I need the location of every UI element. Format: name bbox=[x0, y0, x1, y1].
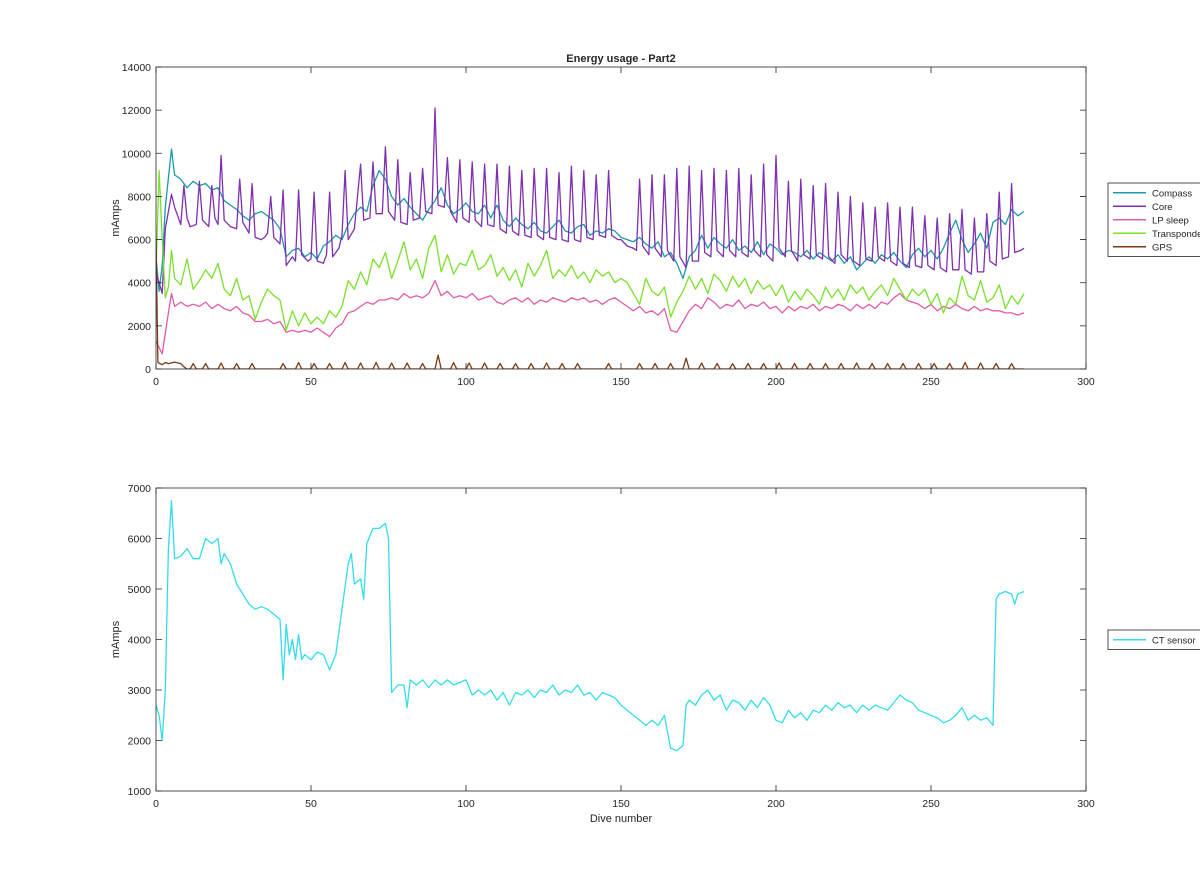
legend-label: GPS bbox=[1152, 242, 1172, 253]
series-line-ct-sensor bbox=[156, 499, 1025, 752]
legend-label: Transponder bbox=[1152, 229, 1200, 240]
y-tick-label: 14000 bbox=[122, 62, 151, 74]
legend: Compass Core LP sleep Transponder GPS bbox=[1107, 182, 1200, 257]
legend-label: LP sleep bbox=[1152, 215, 1189, 226]
y-tick-label: 2000 bbox=[128, 321, 152, 333]
axes-box bbox=[155, 487, 1087, 792]
chart-title: Energy usage - Part2 bbox=[566, 53, 675, 65]
series-line-lp-sleep bbox=[156, 279, 1025, 355]
x-tick-label: 300 bbox=[1077, 798, 1095, 810]
x-tick-label: 0 bbox=[153, 798, 159, 810]
x-tick-label: 300 bbox=[1077, 376, 1095, 388]
x-tick-label: 0 bbox=[153, 376, 159, 388]
y-tick-label: 6000 bbox=[128, 235, 152, 247]
x-tick-label: 250 bbox=[922, 798, 940, 810]
x-tick-label: 200 bbox=[767, 376, 785, 388]
axes-box bbox=[155, 66, 1087, 370]
y-tick-label: 12000 bbox=[122, 105, 151, 117]
legend-label: CT sensor bbox=[1152, 635, 1196, 646]
series-line-transponder bbox=[156, 169, 1025, 331]
legend-label: Core bbox=[1152, 202, 1173, 213]
x-tick-label: 150 bbox=[612, 798, 630, 810]
x-axis-label: Dive number bbox=[590, 813, 653, 825]
energy-usage-subplot: Energy usage - Part2 mAmps 0 50 100 150 200 2… bbox=[110, 53, 1200, 388]
y-tick-label: 4000 bbox=[128, 635, 152, 647]
x-tick-label: 50 bbox=[305, 798, 317, 810]
series-line-core bbox=[156, 107, 1025, 295]
x-tick-label: 250 bbox=[922, 376, 940, 388]
y-tick-label: 0 bbox=[145, 364, 151, 376]
x-tick-label: 100 bbox=[457, 798, 475, 810]
y-tick-label: 8000 bbox=[128, 191, 152, 203]
x-tick-label: 200 bbox=[767, 798, 785, 810]
x-tick-label: 100 bbox=[457, 376, 475, 388]
x-tick-label: 150 bbox=[612, 376, 630, 388]
y-axis-label: mAmps bbox=[110, 199, 122, 237]
y-tick-label: 4000 bbox=[128, 278, 152, 290]
y-tick-label: 7000 bbox=[128, 483, 152, 495]
y-tick-label: 6000 bbox=[128, 534, 152, 546]
series-line-compass bbox=[156, 148, 1025, 292]
y-tick-label: 10000 bbox=[122, 148, 151, 160]
legend: CT sensor bbox=[1107, 629, 1200, 650]
legend-label: Compass bbox=[1152, 188, 1192, 199]
x-tick-label: 50 bbox=[305, 376, 317, 388]
y-tick-label: 3000 bbox=[128, 685, 152, 697]
y-axis-label: mAmps bbox=[110, 620, 122, 658]
y-tick-label: 5000 bbox=[128, 584, 152, 596]
y-tick-label: 2000 bbox=[128, 736, 152, 748]
ct-sensor-subplot: mAmps Dive number 0 50 100 150 200 250 300 1000… bbox=[110, 483, 1200, 825]
y-tick-label: 1000 bbox=[128, 786, 152, 798]
